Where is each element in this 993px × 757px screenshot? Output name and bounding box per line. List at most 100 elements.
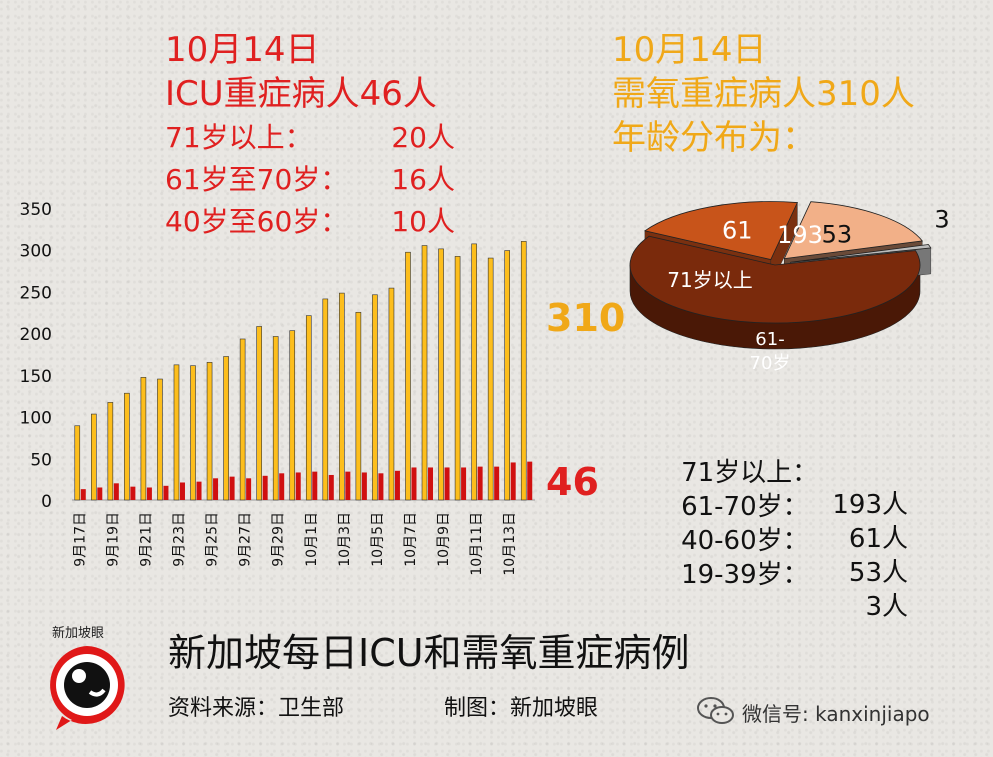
oxygen-date: 10月14日 (612, 30, 767, 70)
x-tick-label: 10月5日 (370, 512, 386, 567)
icu-row-71: 71岁以上： 20人 (165, 118, 455, 158)
y-tick-label: 100 (20, 409, 52, 429)
pie-category-label: 61- (755, 329, 784, 350)
bar-oxygen (305, 315, 312, 501)
pie-value-label: 3 (934, 206, 949, 234)
bar-icu (97, 487, 103, 500)
bar-chart: 0 50 100 150 200 250 300 350 9月17日 9月19日 9月21日 9月2… (20, 200, 535, 576)
bar-icu (328, 474, 334, 500)
distribution-table: 71岁以上： 193人 61-70岁： 61人 40-60岁： 53人 19-3… (648, 425, 908, 622)
source-text: 资料来源：卫生部 (168, 696, 345, 721)
icu-row-40-60: 40岁至60岁： 10人 (165, 202, 455, 242)
bar-icu (213, 478, 219, 500)
bar-icu (113, 483, 119, 500)
distribution-value: 53人 (848, 558, 908, 588)
bar-oxygen (124, 392, 130, 501)
x-tick-label: 9月17日 (72, 512, 88, 567)
y-axis: 0 50 100 150 200 250 300 350 (20, 200, 535, 512)
x-tick-label: 9月25日 (205, 512, 221, 567)
bar-oxygen (355, 311, 362, 501)
distribution-label: 61-70岁： (681, 492, 809, 522)
bar-icu (196, 481, 202, 500)
icu-row-label: 71岁以上： (165, 121, 313, 154)
x-tick-label: 10月13日 (502, 512, 518, 576)
pie-slices: 193 61 53 3 71岁以上 61- 70岁 (629, 201, 950, 374)
y-tick-label: 0 (41, 492, 52, 512)
bar-oxygen (289, 330, 296, 501)
icu-row-label: 40岁至60岁： (165, 205, 349, 238)
y-tick-label: 50 (30, 450, 52, 470)
bar-oxygen (272, 336, 279, 501)
pie-slice (629, 235, 921, 324)
x-tick-label: 10月7日 (403, 512, 419, 567)
x-tick-label: 9月27日 (238, 512, 254, 567)
bar-icu (163, 485, 169, 500)
distribution-row: 19-39岁： 3人 (648, 527, 908, 622)
bar-oxygen (339, 292, 345, 501)
distribution-label: 40-60岁： (681, 526, 809, 556)
wechat-id: 微信号: kanxinjiapo (742, 702, 930, 726)
bar-icu (295, 472, 301, 500)
bar-oxygen (256, 326, 262, 501)
pie-slice (790, 244, 932, 263)
icu-row-value: 10人 (391, 205, 455, 238)
distribution-value: 3人 (865, 592, 908, 622)
bar-oxygen (173, 364, 180, 501)
bar-icu (312, 471, 318, 500)
bar-icu (80, 489, 86, 500)
bar-oxygen (438, 248, 444, 501)
y-tick-label: 350 (20, 200, 52, 220)
distribution-label: 71岁以上： (681, 458, 819, 488)
bar-oxygen (74, 425, 81, 501)
bar-oxygen (372, 294, 378, 501)
bar-oxygen (91, 413, 97, 501)
icu-row-value: 20人 (391, 121, 455, 154)
bar-series (74, 241, 533, 501)
distribution-row: 71岁以上： 193人 (648, 425, 908, 520)
credit-text: 制图：新加坡眼 (444, 696, 599, 721)
brand-logo-icon (50, 646, 125, 730)
bar-icu (494, 466, 500, 500)
bar-icu (279, 473, 285, 500)
bar-icu (510, 462, 516, 500)
x-tick-label: 9月23日 (171, 512, 187, 567)
icu-headline: ICU重症病人46人 (165, 74, 437, 114)
wechat-icon (697, 697, 734, 724)
bar-icu (394, 470, 400, 500)
bar-oxygen (405, 251, 411, 501)
bar-icu (179, 482, 185, 500)
bar-icu (361, 472, 367, 500)
pie-value-label: 61 (722, 217, 753, 245)
distribution-row: 61-70岁： 61人 (648, 459, 908, 554)
footer-title: 新加坡每日ICU和需氧重症病例 (168, 631, 690, 675)
bar-icu (146, 487, 152, 500)
bar-icu (130, 486, 136, 500)
y-tick-label: 200 (20, 325, 52, 345)
bar-oxygen (157, 378, 163, 501)
bar-oxygen (504, 250, 510, 501)
x-tick-label: 10月9日 (436, 512, 452, 567)
x-tick-label: 9月29日 (271, 512, 287, 567)
bar-icu (411, 467, 417, 500)
bar-icu (246, 478, 252, 500)
bar-icu (477, 466, 483, 500)
bar-icu (378, 473, 384, 500)
bar-oxygen (471, 243, 477, 501)
bar-icu (461, 467, 467, 500)
bar-oxygen (322, 298, 329, 501)
bar-icu (262, 475, 268, 500)
icu-row-61-70: 61岁至70岁： 16人 (165, 160, 455, 200)
oxygen-headline: 需氧重症病人310人 (612, 74, 915, 114)
icu-row-value: 16人 (391, 163, 455, 196)
x-tick-label: 9月21日 (138, 512, 154, 567)
pie-category-label: 71岁以上 (667, 268, 752, 292)
bar-oxygen (239, 338, 246, 501)
bar-icu (527, 461, 533, 500)
x-tick-label: 9月19日 (105, 512, 121, 567)
pie-chart: 193 61 53 3 71岁以上 61- 70岁 (629, 201, 950, 374)
pie-category-label: 70岁 (750, 353, 791, 374)
oxygen-total-callout: 310 (546, 296, 626, 340)
y-tick-label: 150 (20, 367, 52, 387)
bar-oxygen (487, 257, 494, 501)
bar-oxygen (107, 402, 114, 501)
